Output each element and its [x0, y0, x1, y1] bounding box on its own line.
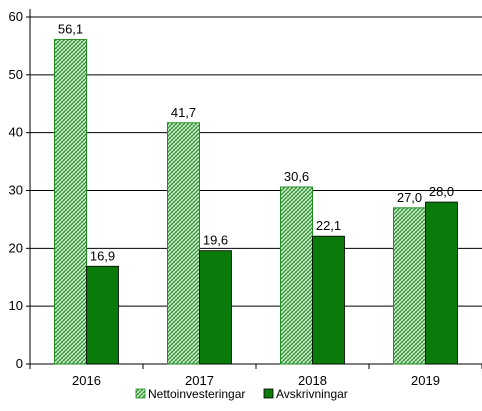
legend-label: Nettoinvesteringar	[148, 387, 245, 401]
legend-label: Avskrivningar	[276, 387, 348, 401]
data-label: 27,0	[397, 190, 422, 205]
bar-avskrivningar	[199, 250, 232, 365]
y-tick-label: 20	[9, 240, 23, 255]
bar-avskrivningar	[425, 201, 458, 365]
y-tick-label: 30	[9, 183, 23, 198]
data-label: 56,1	[58, 22, 83, 37]
bar-avskrivningar	[86, 265, 119, 365]
data-label: 16,9	[90, 248, 115, 263]
data-label: 28,0	[429, 184, 454, 199]
x-tick-label: 2017	[185, 373, 214, 388]
x-tick-label: 2018	[298, 373, 327, 388]
x-tick-label: 2016	[72, 373, 101, 388]
data-label: 41,7	[171, 105, 196, 120]
legend-swatch	[263, 388, 274, 399]
x-tick-label: 2019	[411, 373, 440, 388]
data-label: 22,1	[316, 218, 341, 233]
y-tick-label: 10	[9, 298, 23, 313]
data-labels: 56,1 16,9 41,7 19,6 30,6 22,1 27,0 28,0	[58, 22, 454, 264]
y-tick-label: 50	[9, 67, 23, 82]
data-label: 19,6	[203, 233, 228, 248]
y-tick-label: 40	[9, 125, 23, 140]
y-tick-label: 60	[9, 9, 23, 24]
y-tick-label: 0	[16, 356, 23, 371]
legend: Nettoinvesteringar Avskrivningar	[135, 387, 348, 401]
bar-nettoinvesteringar	[167, 122, 200, 365]
data-label: 30,6	[284, 169, 309, 184]
bars	[54, 39, 458, 365]
bar-nettoinvesteringar	[54, 39, 87, 365]
bar-nettoinvesteringar	[280, 186, 313, 365]
bar-nettoinvesteringar	[393, 207, 426, 365]
legend-swatch	[135, 388, 146, 399]
bar-avskrivningar	[312, 235, 345, 365]
